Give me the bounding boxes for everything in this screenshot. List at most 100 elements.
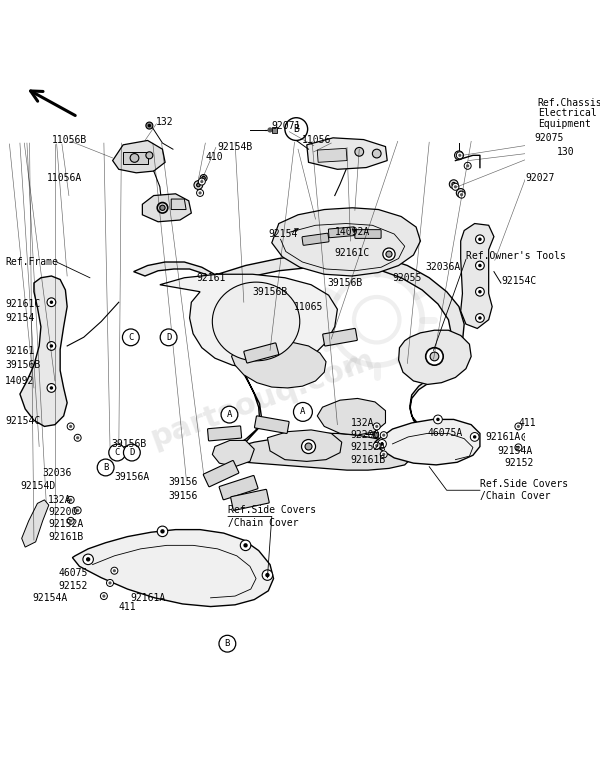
Polygon shape — [317, 148, 347, 162]
Text: 46075A: 46075A — [427, 429, 463, 439]
Circle shape — [146, 122, 153, 129]
Circle shape — [382, 453, 385, 456]
Text: 410: 410 — [205, 152, 223, 162]
Circle shape — [202, 176, 205, 180]
FancyBboxPatch shape — [323, 329, 358, 346]
Circle shape — [122, 329, 139, 346]
Text: 11065: 11065 — [293, 302, 323, 312]
Text: 92055: 92055 — [392, 273, 422, 283]
Polygon shape — [461, 223, 494, 329]
Polygon shape — [307, 138, 387, 169]
Circle shape — [100, 593, 107, 600]
Text: 92154: 92154 — [268, 229, 298, 239]
Circle shape — [244, 543, 248, 547]
Text: Equipment: Equipment — [538, 119, 590, 129]
Circle shape — [200, 174, 207, 181]
Text: D: D — [129, 448, 134, 457]
Text: 92152: 92152 — [505, 458, 534, 468]
Polygon shape — [123, 152, 148, 164]
Text: 92154D: 92154D — [20, 480, 55, 491]
Polygon shape — [218, 433, 412, 470]
Polygon shape — [73, 529, 274, 607]
Circle shape — [380, 451, 387, 458]
Text: 92154C: 92154C — [501, 276, 536, 286]
Circle shape — [285, 118, 308, 140]
Text: 39156B: 39156B — [111, 439, 146, 449]
Circle shape — [97, 459, 114, 476]
Circle shape — [449, 180, 458, 188]
Circle shape — [50, 301, 53, 304]
Circle shape — [194, 181, 203, 189]
Text: /Chain Cover: /Chain Cover — [480, 491, 550, 501]
Text: 92161A: 92161A — [485, 432, 520, 442]
Circle shape — [470, 432, 479, 441]
FancyBboxPatch shape — [254, 416, 289, 433]
Circle shape — [524, 436, 527, 439]
Circle shape — [197, 189, 203, 196]
Text: 39156B: 39156B — [5, 360, 40, 370]
Circle shape — [305, 443, 312, 450]
Circle shape — [452, 182, 455, 186]
Circle shape — [476, 314, 484, 322]
Text: 92152: 92152 — [58, 580, 88, 591]
Circle shape — [111, 567, 118, 574]
Circle shape — [476, 261, 484, 270]
FancyBboxPatch shape — [208, 426, 242, 441]
FancyBboxPatch shape — [302, 233, 329, 246]
Circle shape — [458, 191, 465, 198]
Circle shape — [50, 344, 53, 348]
Ellipse shape — [212, 282, 300, 361]
Text: 92161C: 92161C — [5, 299, 40, 309]
Text: 92154C: 92154C — [5, 416, 40, 426]
Text: 130: 130 — [557, 146, 575, 157]
Circle shape — [113, 569, 116, 572]
Polygon shape — [22, 500, 49, 547]
Text: 14092: 14092 — [5, 376, 34, 386]
Text: Electrical: Electrical — [538, 109, 596, 119]
Text: 92154A: 92154A — [32, 593, 67, 603]
Circle shape — [50, 386, 53, 390]
Circle shape — [522, 433, 529, 440]
Circle shape — [476, 288, 484, 296]
Circle shape — [478, 290, 482, 294]
Circle shape — [454, 185, 457, 188]
Text: 92161A: 92161A — [130, 593, 166, 603]
Text: Ref.Chassis: Ref.Chassis — [538, 98, 600, 108]
FancyBboxPatch shape — [328, 227, 355, 238]
Circle shape — [74, 507, 81, 514]
Circle shape — [430, 352, 439, 361]
Circle shape — [375, 444, 379, 447]
Text: C: C — [115, 448, 120, 457]
Text: 92154: 92154 — [5, 313, 34, 323]
Text: 39156B: 39156B — [328, 278, 363, 288]
Text: 92161: 92161 — [197, 273, 226, 283]
FancyBboxPatch shape — [230, 489, 269, 511]
Circle shape — [476, 235, 484, 243]
Circle shape — [473, 435, 476, 439]
Text: B: B — [224, 639, 230, 648]
Polygon shape — [212, 440, 254, 467]
Text: 92161B: 92161B — [350, 455, 386, 465]
Text: 92071: 92071 — [272, 121, 301, 130]
Polygon shape — [171, 199, 186, 209]
Text: 92075: 92075 — [534, 133, 563, 143]
Circle shape — [47, 384, 56, 392]
Circle shape — [517, 425, 520, 428]
Circle shape — [383, 248, 395, 260]
Text: 39156B: 39156B — [253, 287, 288, 297]
Text: Ref.Side Covers: Ref.Side Covers — [480, 479, 568, 489]
Circle shape — [200, 180, 203, 183]
Circle shape — [199, 191, 202, 195]
Circle shape — [434, 415, 442, 424]
Circle shape — [47, 342, 56, 350]
Circle shape — [69, 498, 72, 501]
Circle shape — [515, 423, 522, 430]
Circle shape — [103, 594, 106, 598]
Circle shape — [67, 423, 74, 430]
Circle shape — [452, 184, 459, 191]
Circle shape — [515, 444, 522, 451]
Circle shape — [436, 418, 440, 421]
Circle shape — [221, 406, 238, 423]
Circle shape — [382, 433, 385, 437]
FancyBboxPatch shape — [203, 460, 239, 487]
